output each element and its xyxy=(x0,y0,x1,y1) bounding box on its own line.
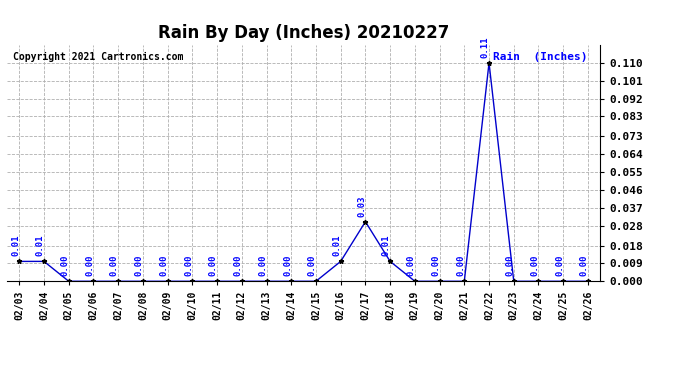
Text: 0.00: 0.00 xyxy=(506,255,515,276)
Text: 0.00: 0.00 xyxy=(406,255,415,276)
Text: 0.00: 0.00 xyxy=(258,255,267,276)
Text: 0.00: 0.00 xyxy=(135,255,144,276)
Text: 0.00: 0.00 xyxy=(234,255,243,276)
Text: Copyright 2021 Cartronics.com: Copyright 2021 Cartronics.com xyxy=(13,52,184,62)
Text: 0.01: 0.01 xyxy=(11,235,20,256)
Text: 0.00: 0.00 xyxy=(531,255,540,276)
Text: 0.01: 0.01 xyxy=(333,235,342,256)
Text: 0.00: 0.00 xyxy=(86,255,95,276)
Text: 0.01: 0.01 xyxy=(36,235,45,256)
Title: Rain By Day (Inches) 20210227: Rain By Day (Inches) 20210227 xyxy=(158,24,449,42)
Text: 0.00: 0.00 xyxy=(283,255,292,276)
Text: Rain  (Inches): Rain (Inches) xyxy=(493,52,588,62)
Text: 0.00: 0.00 xyxy=(308,255,317,276)
Text: 0.00: 0.00 xyxy=(209,255,218,276)
Text: 0.00: 0.00 xyxy=(580,255,589,276)
Text: 0.00: 0.00 xyxy=(184,255,193,276)
Text: 0.00: 0.00 xyxy=(456,255,465,276)
Text: 0.01: 0.01 xyxy=(382,235,391,256)
Text: 0.11: 0.11 xyxy=(481,36,490,58)
Text: 0.00: 0.00 xyxy=(110,255,119,276)
Text: 0.00: 0.00 xyxy=(61,255,70,276)
Text: 0.03: 0.03 xyxy=(357,195,366,217)
Text: 0.00: 0.00 xyxy=(555,255,564,276)
Text: 0.00: 0.00 xyxy=(159,255,168,276)
Text: 0.00: 0.00 xyxy=(431,255,440,276)
